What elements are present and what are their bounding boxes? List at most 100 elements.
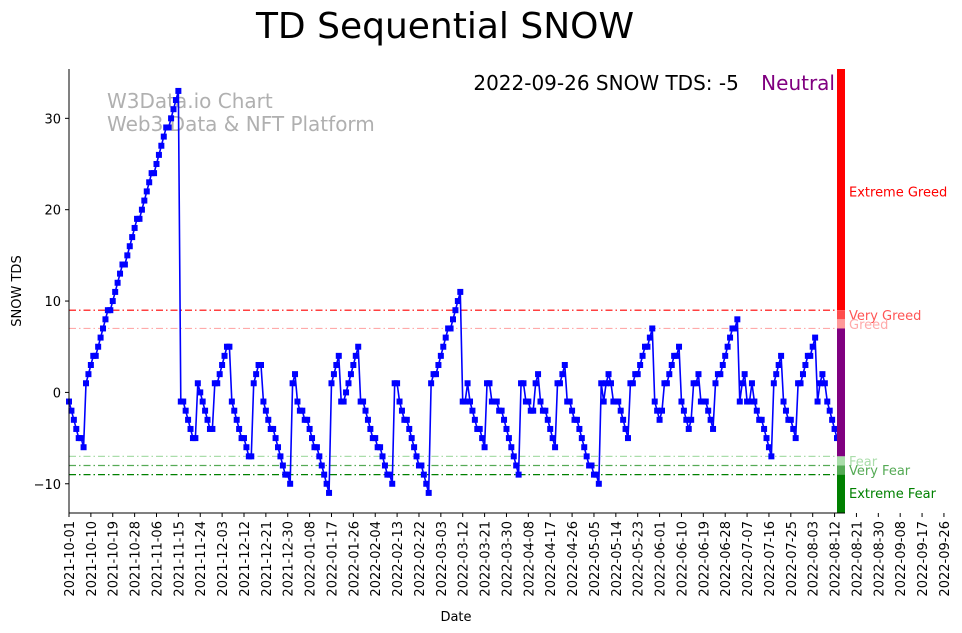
- data-point: [413, 453, 420, 460]
- data-point: [646, 334, 653, 341]
- data-point: [114, 279, 121, 286]
- data-point: [505, 435, 512, 442]
- zone-label: Fear: [849, 455, 878, 470]
- x-tick-label: 2022-08-21: [850, 521, 865, 597]
- x-tick-label: 2022-03-03: [435, 521, 450, 597]
- data-point: [501, 416, 508, 423]
- data-point: [95, 343, 102, 350]
- data-point: [389, 480, 396, 487]
- data-point: [600, 398, 607, 405]
- x-tick-label: 2022-01-26: [347, 521, 362, 597]
- data-point: [629, 380, 636, 387]
- data-point: [481, 444, 488, 451]
- threshold-lines: [69, 309, 837, 476]
- data-point: [569, 407, 576, 414]
- data-point: [379, 453, 386, 460]
- data-point: [275, 444, 282, 451]
- data-point: [250, 380, 257, 387]
- data-point: [520, 380, 527, 387]
- x-tick-label: 2022-05-14: [610, 521, 625, 597]
- data-point: [493, 398, 500, 405]
- data-point: [469, 407, 476, 414]
- data-point: [831, 425, 838, 432]
- data-point: [199, 398, 206, 405]
- data-point: [617, 407, 624, 414]
- data-point: [498, 407, 505, 414]
- data-point: [719, 362, 726, 368]
- y-ticks: 30 20 10 0 −10: [34, 112, 69, 493]
- data-point: [420, 471, 427, 478]
- data-point: [741, 371, 748, 378]
- data-point: [525, 398, 532, 405]
- zone-label: Extreme Greed: [849, 185, 947, 200]
- sentiment-zone-bar: [837, 69, 845, 513]
- data-point: [180, 398, 187, 405]
- data-point: [824, 398, 831, 405]
- data-point: [778, 352, 785, 359]
- data-point: [447, 325, 454, 332]
- data-point: [362, 407, 369, 414]
- data-point: [309, 435, 316, 442]
- status-line: 2022-09-26 SNOW TDS: -5 Neutral: [473, 71, 835, 95]
- data-point: [651, 398, 658, 405]
- data-point: [663, 380, 670, 387]
- data-point: [637, 362, 644, 368]
- data-point: [782, 407, 789, 414]
- x-tick-label: 2022-04-08: [522, 521, 537, 597]
- data-point: [702, 398, 709, 405]
- data-point: [345, 380, 352, 387]
- data-point: [727, 334, 734, 341]
- data-point: [428, 380, 435, 387]
- data-point: [294, 398, 301, 405]
- data-point: [78, 435, 85, 442]
- data-point: [437, 352, 444, 359]
- data-point: [265, 416, 272, 423]
- data-point: [146, 179, 153, 186]
- data-point: [542, 407, 549, 414]
- x-tick-label: 2022-09-08: [894, 521, 909, 597]
- x-tick-label: 2022-08-03: [807, 521, 822, 597]
- data-point: [705, 407, 712, 414]
- data-point: [432, 371, 439, 378]
- x-tick-label: 2022-06-28: [719, 521, 734, 597]
- data-point: [486, 380, 493, 387]
- data-point: [559, 371, 566, 378]
- data-point: [442, 334, 449, 341]
- x-tick-label: 2022-03-21: [479, 521, 494, 597]
- data-point: [377, 444, 384, 451]
- data-point: [452, 307, 459, 314]
- data-point: [197, 389, 204, 396]
- x-tick-label: 2022-05-23: [632, 521, 647, 597]
- data-point: [425, 489, 432, 496]
- data-point: [151, 170, 158, 177]
- data-point: [170, 106, 177, 113]
- data-point: [797, 380, 804, 387]
- data-point: [688, 416, 695, 423]
- data-point: [634, 371, 641, 378]
- data-point: [231, 407, 238, 414]
- data-point: [289, 380, 296, 387]
- data-point: [143, 188, 150, 195]
- data-point: [219, 362, 226, 368]
- x-tick-label: 2021-11-06: [150, 521, 165, 597]
- data-point: [440, 343, 447, 350]
- data-point: [576, 425, 583, 432]
- data-point: [168, 115, 175, 122]
- x-tick-label: 2022-06-01: [654, 521, 669, 597]
- x-tick-label: 2022-07-16: [763, 521, 778, 597]
- data-point: [751, 398, 758, 405]
- data-point: [202, 407, 209, 414]
- data-point: [243, 444, 250, 451]
- x-tick-label: 2022-06-10: [675, 521, 690, 597]
- data-point: [73, 425, 80, 432]
- data-point: [141, 197, 148, 204]
- data-point: [513, 462, 520, 469]
- data-point: [175, 87, 182, 94]
- x-tick-label: 2022-02-22: [413, 521, 428, 597]
- data-point: [454, 298, 461, 305]
- x-tick-label: 2022-05-05: [588, 521, 603, 597]
- data-point: [333, 362, 340, 368]
- data-point: [812, 334, 819, 341]
- data-point: [717, 371, 724, 378]
